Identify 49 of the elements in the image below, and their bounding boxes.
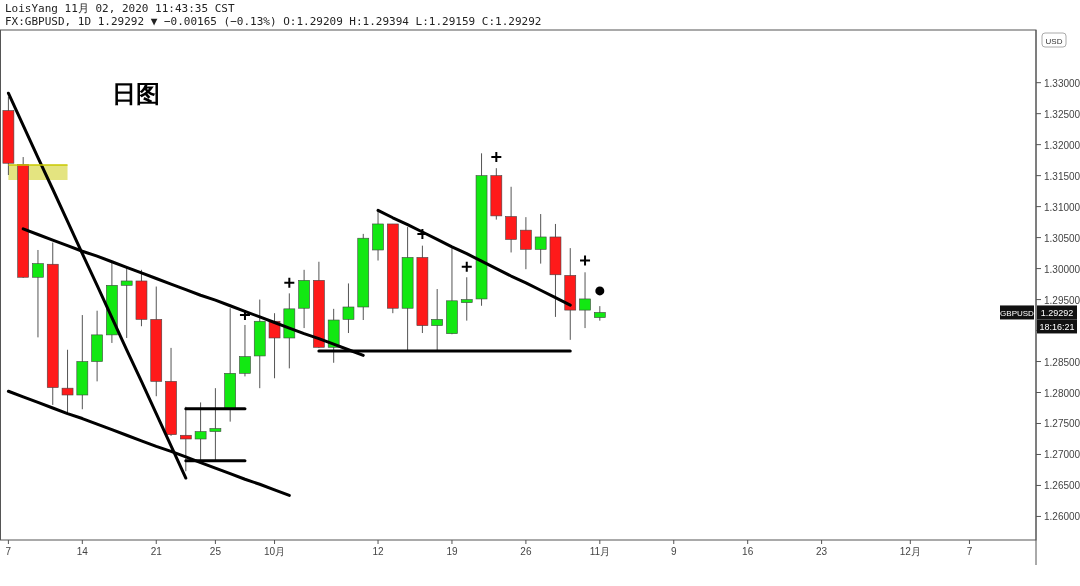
candlestick bbox=[239, 324, 251, 377]
y-tick-label: 1.31500 bbox=[1044, 170, 1080, 182]
y-tick-label: 1.26000 bbox=[1044, 511, 1080, 523]
y-tick-label: 1.28500 bbox=[1044, 356, 1080, 368]
y-tick-label: 1.32500 bbox=[1044, 108, 1080, 120]
y-tick-label: 1.27500 bbox=[1044, 418, 1080, 430]
x-tick-label: 19 bbox=[446, 546, 458, 557]
x-tick-label: 7 bbox=[5, 546, 12, 557]
chart-title: LoisYang 11月 02, 2020 11:43:35 CST bbox=[5, 2, 235, 15]
x-tick-label: 14 bbox=[76, 546, 89, 557]
point bbox=[579, 254, 592, 267]
y-tick-label: 1.33000 bbox=[1044, 77, 1080, 89]
point bbox=[283, 276, 296, 289]
point bbox=[460, 260, 473, 273]
y-tick-label: 1.31000 bbox=[1044, 201, 1080, 213]
point bbox=[595, 286, 605, 296]
text: 18:16:21 bbox=[1039, 321, 1075, 332]
x-tick-label: 10月 bbox=[263, 546, 286, 557]
annotation: 1.29292 bbox=[1040, 307, 1074, 318]
y-tick-label: 1.30500 bbox=[1044, 232, 1080, 244]
x-tick-label: 9 bbox=[670, 546, 677, 557]
candlestick bbox=[505, 186, 517, 253]
x-tick-label: 26 bbox=[520, 546, 532, 557]
x-tick-label: 25 bbox=[209, 546, 222, 557]
x-tick-label: 11月 bbox=[589, 546, 611, 557]
annotation: GBPUSD bbox=[1000, 308, 1035, 318]
y-tick-label: 1.28000 bbox=[1044, 387, 1080, 399]
x-tick-label: 23 bbox=[816, 546, 828, 557]
y-tick-label: 1.32000 bbox=[1044, 139, 1080, 151]
y-tick-label: 1.26500 bbox=[1044, 480, 1080, 492]
candlestick bbox=[120, 267, 133, 339]
x-tick-label: 21 bbox=[150, 546, 163, 557]
candlestick bbox=[534, 213, 547, 265]
y-tick-label: 1.30000 bbox=[1044, 263, 1080, 275]
x-tick-label: 7 bbox=[966, 546, 973, 557]
x-tick-label: 12月 bbox=[899, 546, 921, 557]
chart-subtitle: FX:GBPUSD, 1D 1.29292 ▼ −0.00165 (−0.13%) O:1.29209 H:1.29394 L:1.29159 C:1.29292 bbox=[5, 15, 542, 28]
candlestick bbox=[460, 276, 473, 322]
y-tick-label: 1.29500 bbox=[1044, 294, 1080, 306]
text: USD bbox=[1045, 37, 1063, 46]
x-tick-label: 16 bbox=[742, 546, 754, 557]
candlestick bbox=[32, 249, 44, 338]
candlestick bbox=[579, 271, 591, 329]
x-tick-label: 12 bbox=[372, 546, 385, 557]
y-tick-label: 1.27000 bbox=[1044, 449, 1080, 461]
candlestick bbox=[520, 216, 532, 270]
candlestick bbox=[342, 282, 355, 334]
annotation: 日图 bbox=[112, 80, 160, 107]
candlestick bbox=[209, 387, 222, 461]
